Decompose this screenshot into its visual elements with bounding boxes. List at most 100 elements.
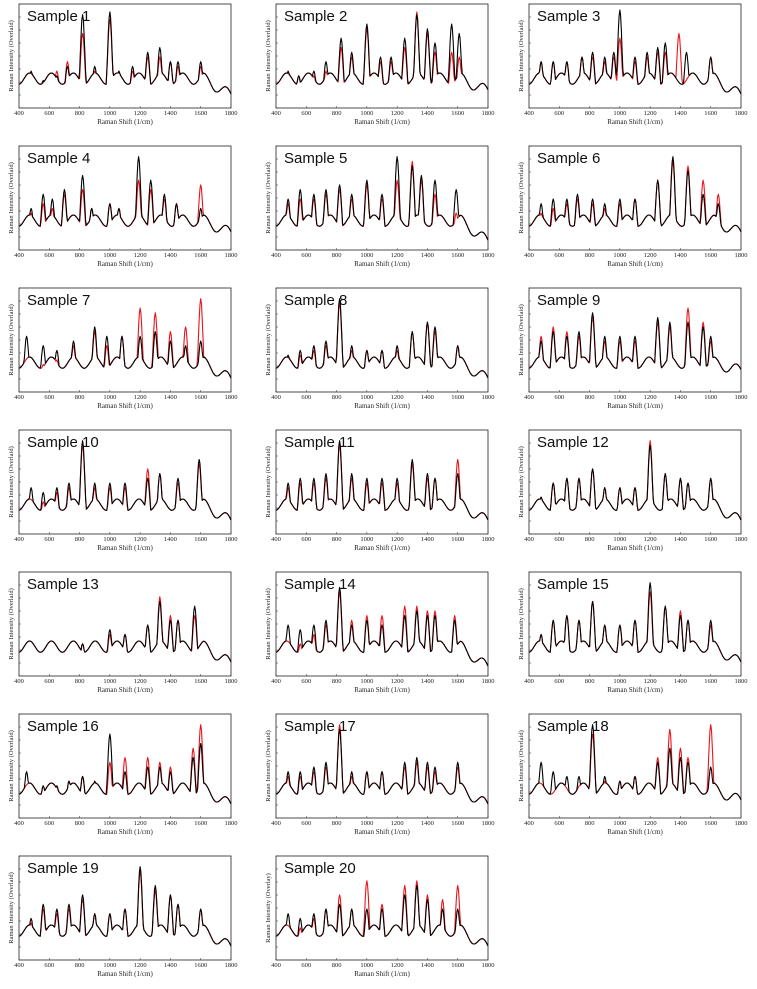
series-black-line [528,156,742,233]
x-tick-label: 400 [14,678,24,685]
x-tick-label: 1000 [613,252,626,259]
x-tick-label: 1200 [391,110,404,117]
x-tick-label: 1800 [225,820,238,827]
x-tick-label: 400 [524,820,534,827]
x-tick-label: 1400 [421,820,434,827]
y-axis-label: Raman Intensity (Overlay) [265,873,272,943]
x-tick-label: 1600 [451,394,464,401]
chart-title: Sample 3 [537,8,600,25]
x-tick-label: 1600 [194,678,207,685]
x-tick-label: 1400 [164,110,177,117]
plot-frame [275,855,489,961]
spectrum-chart: 400 600 800 1000 1200 1400 1600 1800 Raman Shift… [265,3,495,126]
chart-title: Sample 12 [537,434,609,451]
spectrum-panel: 400 600 800 1000 1200 1400 1600 1800 Raman Shift… [515,286,748,416]
chart-title: Sample 11 [284,434,355,451]
plot-frame [528,571,742,677]
x-tick-label: 1800 [225,252,238,259]
plot-frame [275,571,489,677]
x-tick-label: 1400 [164,252,177,259]
y-axis-label: Raman Intensity (Overlaid) [265,730,272,801]
spectrum-panel: 400 600 800 1000 1200 1400 1600 1800 Raman Shift… [5,428,238,558]
x-axis-label: Raman Shift (1/cm) [607,828,663,836]
x-axis-label: Raman Shift (1/cm) [354,402,410,410]
chart-title: Sample 9 [537,292,600,309]
x-axis-label: Raman Shift (1/cm) [97,118,153,126]
x-tick-label: 1000 [613,394,626,401]
chart-title: Sample 19 [27,860,99,877]
x-tick-label: 1000 [360,394,373,401]
x-tick-label: 1000 [360,962,373,969]
plot-frame [528,145,742,251]
series-black-line [18,326,232,379]
x-tick-label: 1400 [421,962,434,969]
plot-frame [18,855,232,961]
x-tick-label: 800 [585,110,595,117]
x-tick-label: 1800 [482,678,495,685]
x-tick-label: 400 [271,394,281,401]
plot-frame [275,429,489,535]
x-axis-label: Raman Shift (1/cm) [607,118,663,126]
x-axis-label: Raman Shift (1/cm) [97,402,153,410]
x-tick-label: 800 [332,820,342,827]
spectrum-panel: 400 600 800 1000 1200 1400 1600 1800 Raman Shift… [262,144,495,274]
x-tick-label: 1800 [225,962,238,969]
x-tick-label: 400 [271,252,281,259]
x-tick-label: 1000 [103,820,116,827]
x-tick-label: 1200 [134,820,147,827]
x-tick-label: 1800 [735,252,748,259]
series-black-line [18,866,232,947]
x-tick-label: 1800 [225,536,238,543]
x-tick-label: 600 [554,820,564,827]
x-tick-label: 600 [554,536,564,543]
x-tick-label: 600 [301,110,311,117]
x-tick-label: 1600 [451,110,464,117]
x-tick-label: 600 [301,536,311,543]
x-tick-label: 1200 [644,110,657,117]
x-tick-label: 600 [44,394,54,401]
spectrum-panel: 400 600 800 1000 1200 1400 1600 1800 Raman Shift… [5,2,238,132]
x-tick-label: 1800 [735,394,748,401]
series-black-line [275,298,489,379]
x-tick-label: 800 [585,252,595,259]
spectrum-chart: 400 600 800 1000 1200 1400 1600 1800 Raman Shift… [265,287,495,410]
x-tick-label: 1400 [674,536,687,543]
y-axis-label: Raman Intensity (Overlaid) [265,20,272,91]
x-tick-label: 1800 [735,820,748,827]
x-tick-label: 800 [75,536,85,543]
series-black-line [275,884,489,947]
spectrum-panel: 400 600 800 1000 1200 1400 1600 1800 Raman Shift… [5,144,238,274]
x-tick-label: 1200 [391,962,404,969]
spectrum-chart: 400 600 800 1000 1200 1400 1600 1800 Raman Shift… [265,713,495,836]
x-tick-label: 1000 [613,678,626,685]
chart-title: Sample 16 [27,718,99,735]
x-axis-label: Raman Shift (1/cm) [97,686,153,694]
x-tick-label: 800 [332,962,342,969]
x-tick-label: 800 [332,678,342,685]
x-axis-label: Raman Shift (1/cm) [97,260,153,268]
x-tick-label: 400 [271,820,281,827]
spectrum-chart: 400 600 800 1000 1200 1400 1600 1800 Raman Shift… [518,3,748,126]
y-axis-label: Raman Intensity (Overlaid) [265,162,272,233]
x-tick-label: 1800 [735,678,748,685]
spectrum-panel: 400 600 800 1000 1200 1400 1600 1800 Raman Shift… [262,2,495,132]
x-tick-label: 400 [524,536,534,543]
chart-title: Sample 1 [27,8,90,25]
x-tick-label: 1000 [360,110,373,117]
x-tick-label: 1200 [644,394,657,401]
y-axis-label: Raman Intensity (Overlaid) [8,304,15,375]
y-axis-label: Raman Intensity (Overlaid) [518,588,525,659]
x-tick-label: 1600 [451,820,464,827]
y-axis-label: Raman Intensity (Overlaid) [518,446,525,517]
x-tick-label: 400 [524,678,534,685]
spectrum-panel: 400 600 800 1000 1200 1400 1600 1800 Raman Shift… [262,712,495,842]
x-tick-label: 1600 [451,678,464,685]
x-tick-label: 1200 [644,252,657,259]
x-tick-label: 1600 [451,252,464,259]
x-axis-label: Raman Shift (1/cm) [354,686,410,694]
x-tick-label: 1400 [674,252,687,259]
x-axis-label: Raman Shift (1/cm) [607,402,663,410]
x-tick-label: 1800 [482,252,495,259]
x-tick-label: 1800 [735,536,748,543]
x-tick-label: 1600 [704,820,717,827]
